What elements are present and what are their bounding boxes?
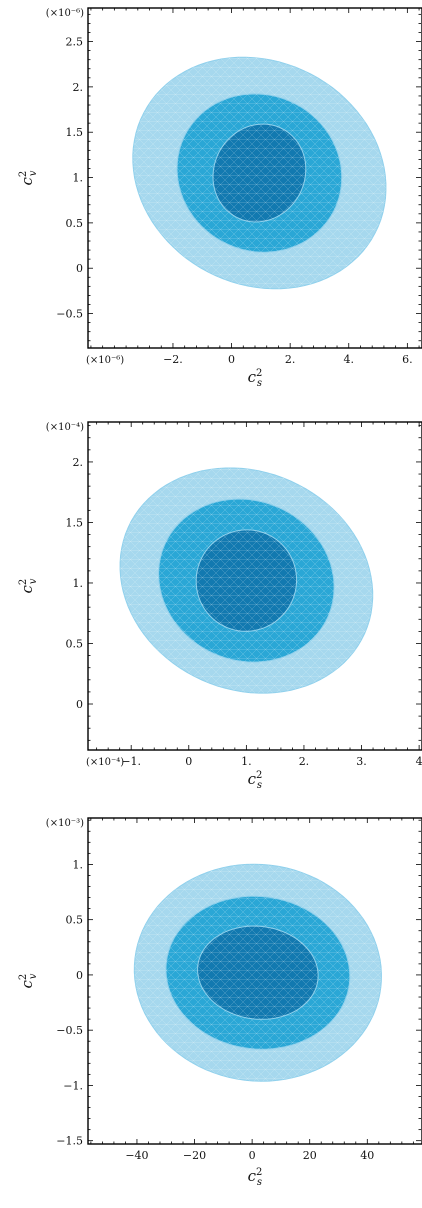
plot-frame — [87, 421, 422, 751]
contour-panel-3: −40 −20 0 20 40 −1.5 −1. −0.5 0 0.5 1. (×10⁻³) c2 s c2… — [0, 804, 422, 1204]
y-tick-label: 0.5 — [66, 914, 84, 927]
x-tick-label: 1. — [241, 755, 252, 768]
x-tick-label: 4 — [416, 755, 422, 768]
region-1-sigma — [195, 529, 298, 632]
x-tick-label: 2. — [299, 755, 310, 768]
contour-regions — [132, 56, 387, 290]
y-multiplier: (×10⁻³) — [46, 818, 84, 829]
y-axis-label: c2v — [18, 578, 39, 593]
y-tick-label: −1. — [63, 1079, 83, 1092]
x-tick-label: 4. — [344, 353, 355, 366]
x-axis-label: c2 s — [248, 368, 263, 389]
y-tick-label: 0 — [76, 969, 83, 982]
y-tick-label: 0 — [76, 262, 83, 275]
y-tick-label: −0.5 — [56, 308, 83, 321]
y-tick-label: 1. — [73, 858, 84, 871]
x-axis-label: c2 s — [248, 770, 263, 791]
contour-regions — [119, 467, 374, 694]
plot-frame — [87, 817, 422, 1145]
contour-regions — [133, 863, 382, 1082]
x-multiplier: (×10⁻⁶) — [86, 355, 124, 366]
x-tick-label: 0 — [249, 1149, 256, 1162]
y-axis-label: c2v — [18, 170, 39, 185]
x-tick-label: 6. — [402, 353, 413, 366]
contour-plot-3: −40 −20 0 20 40 −1.5 −1. −0.5 0 0.5 1. (×10⁻³) c2 s c2… — [18, 817, 422, 1188]
x-tick-label: −1. — [121, 755, 141, 768]
y-tick-label: 2. — [73, 456, 84, 469]
y-tick-label: −0.5 — [56, 1024, 83, 1037]
x-tick-label: 3. — [356, 755, 367, 768]
contour-plot-1: −2. 0 2. 4. 6. −0.5 0 0.5 1. 1.5 2. 2.5 (×10⁻⁶) (×10⁻… — [18, 7, 422, 389]
contour-plot-2: −1. 0 1. 2. 3. 4 0 0.5 1. 1.5 2. (×10⁻⁴) (×10⁻⁴) c2 s c… — [18, 421, 422, 791]
x-tick-label: 0 — [185, 755, 192, 768]
contour-panel-2: −1. 0 1. 2. 3. 4 0 0.5 1. 1.5 2. (×10⁻⁴) (×10⁻⁴) c2 s c… — [0, 402, 422, 802]
x-tick-label: −40 — [125, 1149, 148, 1162]
y-tick-label: 1.5 — [66, 516, 84, 529]
y-tick-label: 1.5 — [66, 126, 84, 139]
contour-panel-1: −2. 0 2. 4. 6. −0.5 0 0.5 1. 1.5 2. 2.5 (×10⁻⁶) (×10⁻… — [0, 0, 422, 400]
x-tick-label: 20 — [303, 1149, 317, 1162]
region-1-sigma — [212, 123, 307, 223]
x-tick-label: −2. — [163, 353, 183, 366]
x-axis-label: c2 s — [248, 1167, 263, 1188]
region-1-sigma — [197, 925, 319, 1020]
y-tick-label: −1.5 — [56, 1135, 83, 1148]
y-axis-label: c2v — [18, 973, 39, 988]
x-tick-label: −20 — [183, 1149, 206, 1162]
y-tick-label: 2.5 — [66, 36, 84, 49]
x-tick-label: 40 — [360, 1149, 374, 1162]
y-multiplier: (×10⁻⁴) — [46, 422, 84, 433]
x-tick-label: 2. — [285, 353, 296, 366]
y-tick-label: 0.5 — [66, 217, 84, 230]
y-tick-label: 0 — [76, 698, 83, 711]
y-tick-label: 0.5 — [66, 637, 84, 650]
y-multiplier: (×10⁻⁶) — [46, 8, 84, 19]
y-tick-label: 2. — [73, 81, 84, 94]
x-multiplier: (×10⁻⁴) — [86, 757, 124, 768]
y-tick-label: 1. — [73, 577, 84, 590]
x-tick-label: 0 — [228, 353, 235, 366]
y-tick-label: 1. — [73, 172, 84, 185]
